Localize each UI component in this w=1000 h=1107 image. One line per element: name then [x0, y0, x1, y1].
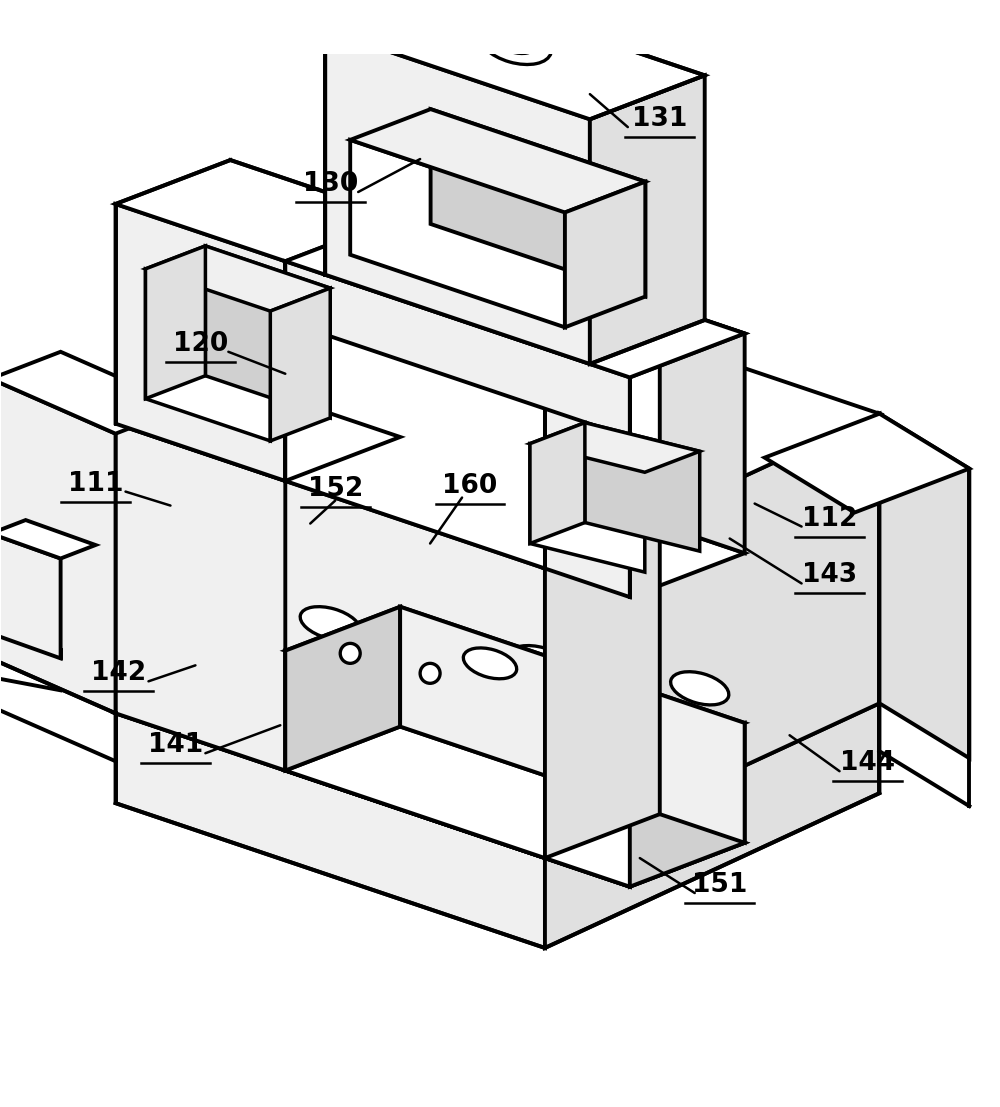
- Polygon shape: [116, 713, 545, 948]
- Polygon shape: [285, 607, 400, 770]
- Polygon shape: [545, 304, 745, 377]
- Polygon shape: [285, 261, 630, 437]
- Polygon shape: [205, 246, 330, 418]
- Polygon shape: [116, 204, 285, 480]
- Polygon shape: [879, 414, 969, 758]
- Polygon shape: [585, 423, 700, 551]
- Text: 160: 160: [442, 473, 498, 498]
- Polygon shape: [0, 379, 116, 713]
- Polygon shape: [765, 414, 969, 513]
- Polygon shape: [545, 703, 879, 948]
- Polygon shape: [285, 607, 745, 767]
- Polygon shape: [431, 110, 645, 297]
- Polygon shape: [0, 352, 185, 434]
- Polygon shape: [350, 110, 645, 213]
- Polygon shape: [590, 75, 705, 364]
- Polygon shape: [285, 651, 630, 887]
- Ellipse shape: [671, 672, 729, 705]
- Polygon shape: [116, 269, 879, 569]
- Text: 152: 152: [308, 476, 363, 501]
- Text: 131: 131: [632, 106, 687, 132]
- Polygon shape: [145, 269, 270, 441]
- Ellipse shape: [481, 792, 499, 809]
- Polygon shape: [0, 520, 96, 559]
- Text: 144: 144: [840, 751, 895, 776]
- Polygon shape: [145, 246, 205, 399]
- Polygon shape: [325, 30, 590, 364]
- Polygon shape: [285, 726, 745, 887]
- Polygon shape: [116, 424, 285, 770]
- Polygon shape: [325, 0, 705, 120]
- Ellipse shape: [420, 663, 440, 683]
- Polygon shape: [530, 423, 700, 473]
- Polygon shape: [545, 525, 660, 858]
- Polygon shape: [285, 726, 745, 887]
- Polygon shape: [145, 246, 330, 311]
- Ellipse shape: [340, 643, 360, 663]
- Polygon shape: [350, 139, 565, 328]
- Polygon shape: [545, 414, 879, 858]
- Text: 111: 111: [68, 470, 123, 497]
- Polygon shape: [545, 525, 745, 597]
- Polygon shape: [285, 217, 745, 377]
- Ellipse shape: [463, 648, 517, 679]
- Text: 112: 112: [802, 506, 857, 531]
- Polygon shape: [530, 444, 645, 572]
- Text: 151: 151: [692, 872, 747, 898]
- Text: 130: 130: [303, 170, 358, 197]
- Ellipse shape: [479, 21, 551, 64]
- Polygon shape: [116, 380, 400, 480]
- Polygon shape: [270, 288, 330, 441]
- Ellipse shape: [508, 645, 571, 681]
- Polygon shape: [0, 534, 61, 659]
- Text: 142: 142: [91, 661, 146, 686]
- Polygon shape: [565, 182, 645, 328]
- Ellipse shape: [496, 32, 534, 54]
- Polygon shape: [630, 723, 745, 887]
- Polygon shape: [545, 349, 630, 597]
- Text: 143: 143: [802, 562, 857, 589]
- Polygon shape: [116, 424, 545, 858]
- Polygon shape: [400, 607, 745, 842]
- Polygon shape: [116, 161, 400, 261]
- Polygon shape: [545, 569, 630, 887]
- Polygon shape: [660, 304, 745, 554]
- Text: 141: 141: [148, 732, 203, 758]
- Ellipse shape: [300, 607, 360, 640]
- Polygon shape: [530, 423, 585, 544]
- Text: 120: 120: [173, 331, 228, 356]
- Polygon shape: [116, 559, 879, 858]
